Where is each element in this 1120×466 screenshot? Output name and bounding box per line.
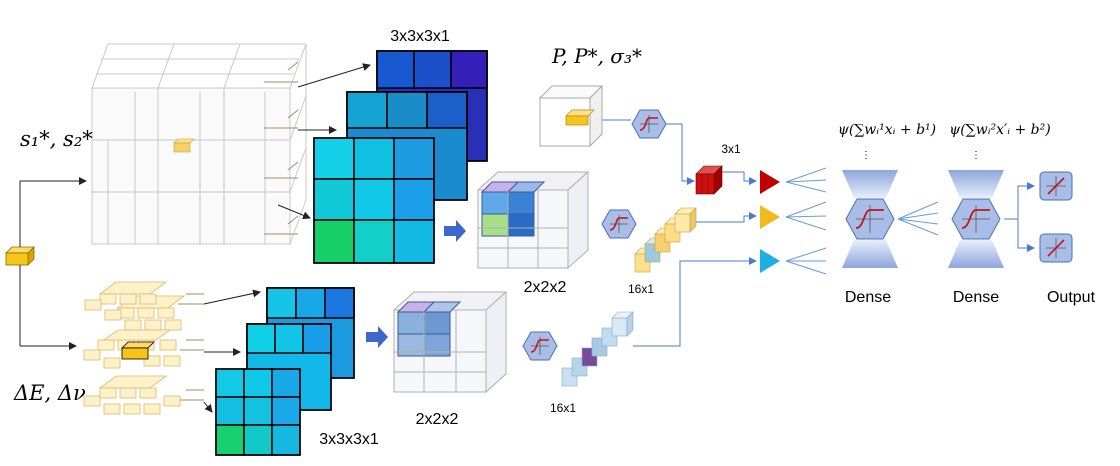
dense-formula-1-dots: ⋮	[861, 150, 871, 161]
pressure-label: P, P*, σ₃*	[551, 44, 642, 68]
activation-icon-bottom	[522, 331, 558, 361]
pooled-cube-bottom	[392, 290, 508, 394]
pool-arrow-top	[444, 220, 466, 242]
elastic-input-label: ΔE, Δν	[13, 381, 86, 405]
pool-arrow-bottom	[366, 326, 388, 348]
elastic-voxel-grid-1	[84, 281, 186, 331]
dense1-input-fan	[785, 167, 827, 275]
highlight-voxel-top	[173, 138, 195, 153]
blue-vector-label: 16x1	[550, 401, 576, 415]
elastic-voxel-grid-3	[83, 375, 181, 415]
slice-to-filter-arrows-bottom	[203, 289, 261, 413]
activation-icon-top	[601, 209, 637, 239]
bottom-filter-label: 3x3x3x1	[319, 431, 379, 448]
dense-formula-2: ψ(∑wᵢ²x′ᵢ + b²)	[949, 122, 1050, 138]
dense-formula-2-dots: ⋮	[971, 150, 981, 161]
feature-map-bottom-front	[215, 368, 301, 456]
red-to-arrow-connector	[722, 171, 757, 185]
dense-layer-1	[842, 170, 898, 268]
dense2-input-fan	[897, 201, 939, 236]
red-vector-label: 3x1	[721, 142, 741, 156]
slice-to-filter-arrows-top	[277, 63, 371, 220]
pressure-to-red-connector	[666, 123, 695, 185]
output-node-1	[1039, 171, 1073, 201]
dense-layer-2	[948, 170, 1004, 268]
red-triangle	[760, 170, 780, 194]
output-connectors	[1004, 182, 1035, 252]
cyan-triangle	[760, 249, 780, 273]
input-branch-lines	[19, 177, 87, 350]
slice-planes-bottom	[178, 293, 204, 401]
yellow-vector	[634, 207, 697, 273]
pooled-cube-top	[476, 170, 590, 270]
top-pooled-label: 2x2x2	[524, 279, 567, 296]
output-node-2	[1039, 233, 1073, 263]
activation-icon-pressure	[631, 109, 667, 139]
feature-map-top-front	[313, 137, 435, 264]
dense-1-label: Dense	[845, 289, 891, 306]
strain-input-label: s₁*, s₂*	[20, 127, 93, 151]
slice-planes-top	[264, 61, 299, 235]
yellow-to-arrow-connector	[696, 212, 757, 223]
blue-to-arrow-connector	[633, 257, 757, 347]
dense-2-label: Dense	[953, 289, 999, 306]
pressure-cube	[538, 84, 604, 148]
output-label: Output	[1047, 289, 1096, 306]
top-filter-label: 3x3x3x1	[390, 28, 450, 45]
blue-vector	[561, 311, 634, 387]
yellow-vector-label: 16x1	[628, 282, 654, 296]
red-vector	[695, 165, 723, 195]
yellow-triangle	[760, 205, 780, 229]
highlight-voxel-bottom	[121, 341, 155, 360]
dense-formula-1: ψ(∑wᵢ¹xᵢ + b¹)	[838, 122, 936, 138]
input-voxel	[5, 246, 35, 266]
bottom-pooled-label: 2x2x2	[416, 411, 459, 428]
strain-voxel-grid	[91, 43, 307, 245]
